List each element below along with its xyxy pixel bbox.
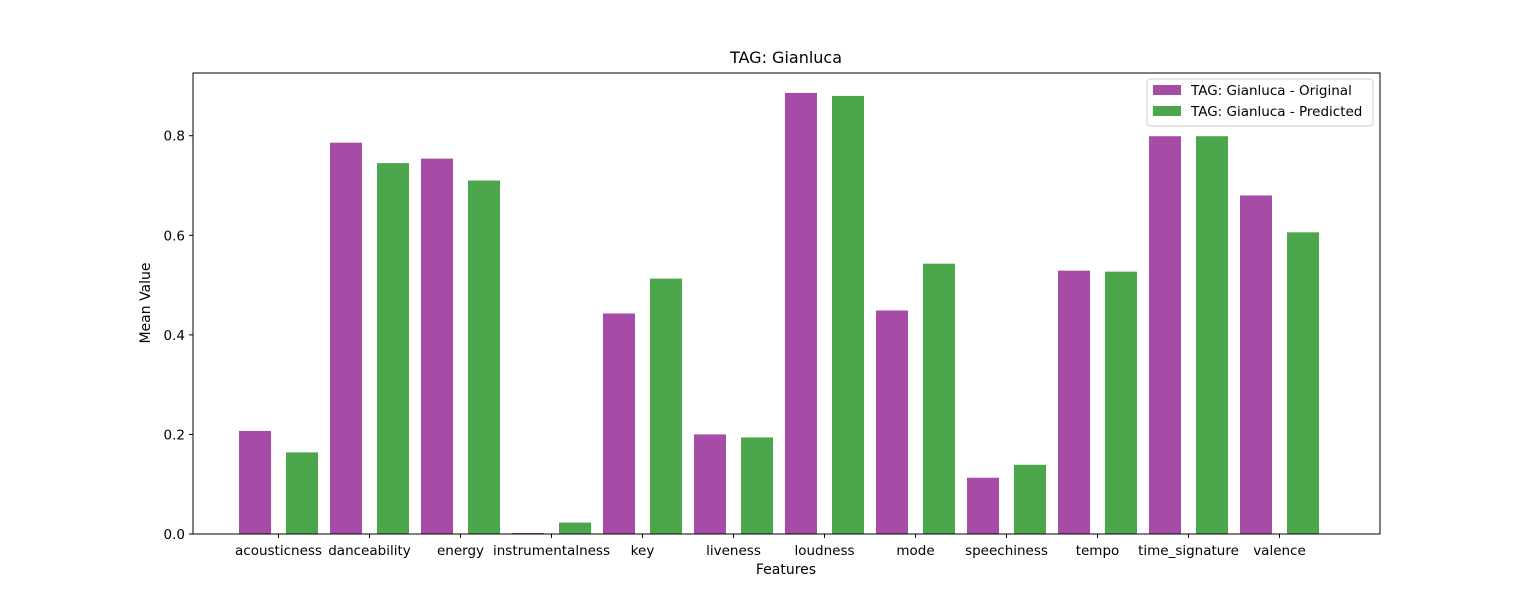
legend-box xyxy=(1146,78,1374,127)
bar-original-mode xyxy=(876,310,908,534)
x-tick-label-valence: valence xyxy=(1253,543,1306,559)
bar-original-speechiness xyxy=(967,477,999,534)
bar-predicted-key xyxy=(650,278,682,534)
x-tick-label-loudness: loudness xyxy=(794,543,854,559)
x-axis: acousticness danceability energy instrument… xyxy=(235,534,1306,559)
bar-original-energy xyxy=(421,158,453,534)
y-tick-label: 0.4 xyxy=(164,328,185,344)
y-tick-label: 0.0 xyxy=(164,527,185,543)
y-axis: 0.0 0.2 0.4 0.6 0.8 xyxy=(164,129,193,543)
x-tick-label-tempo: tempo xyxy=(1076,543,1120,559)
x-tick-label-acousticness: acousticness xyxy=(235,543,322,559)
bar-predicted-acousticness xyxy=(286,452,318,534)
legend-swatch-predicted xyxy=(1153,106,1181,116)
bar-original-tempo xyxy=(1058,270,1090,534)
bar-predicted-speechiness xyxy=(1014,464,1046,534)
x-tick-label-key: key xyxy=(631,543,655,559)
y-tick-label: 0.2 xyxy=(164,427,185,443)
bar-predicted-tempo xyxy=(1105,271,1137,534)
x-tick-label-speechiness: speechiness xyxy=(965,543,1048,559)
bar-original-acousticness xyxy=(239,430,271,534)
legend-swatch-original xyxy=(1153,85,1181,95)
bars-group xyxy=(239,92,1319,535)
bar-original-danceability xyxy=(330,142,362,534)
x-axis-label: Features xyxy=(756,562,816,578)
x-tick-label-mode: mode xyxy=(896,543,934,559)
x-tick-label-danceability: danceability xyxy=(328,543,411,559)
x-tick-label-liveness: liveness xyxy=(706,543,761,559)
legend: TAG: Gianluca - Original TAG: Gianluca - … xyxy=(1146,78,1374,127)
bar-predicted-danceability xyxy=(377,163,409,534)
plot-frame xyxy=(192,72,1381,535)
bar-original-loudness xyxy=(785,92,817,534)
bar-predicted-energy xyxy=(468,180,500,534)
y-tick-label: 0.6 xyxy=(164,228,185,244)
bar-original-time_signature xyxy=(1149,136,1181,534)
y-axis-label: Mean Value xyxy=(138,262,154,343)
bar-predicted-time_signature xyxy=(1196,136,1228,534)
bar-original-valence xyxy=(1240,195,1272,534)
bar-predicted-instrumentalness xyxy=(559,522,591,534)
x-tick-label-instrumentalness: instrumentalness xyxy=(493,543,610,559)
legend-label-predicted: TAG: Gianluca - Predicted xyxy=(1190,104,1362,120)
bar-predicted-loudness xyxy=(832,95,864,535)
y-tick-label: 0.8 xyxy=(164,129,185,145)
x-tick-label-energy: energy xyxy=(437,543,484,559)
legend-label-original: TAG: Gianluca - Original xyxy=(1190,83,1352,99)
bar-original-key xyxy=(603,313,635,534)
bar-original-liveness xyxy=(694,434,726,534)
bar-predicted-valence xyxy=(1287,232,1319,535)
bar-predicted-mode xyxy=(923,263,955,534)
bar-predicted-liveness xyxy=(741,437,773,534)
x-tick-label-time_signature: time_signature xyxy=(1138,543,1239,559)
chart-title: TAG: Gianluca xyxy=(729,48,842,67)
